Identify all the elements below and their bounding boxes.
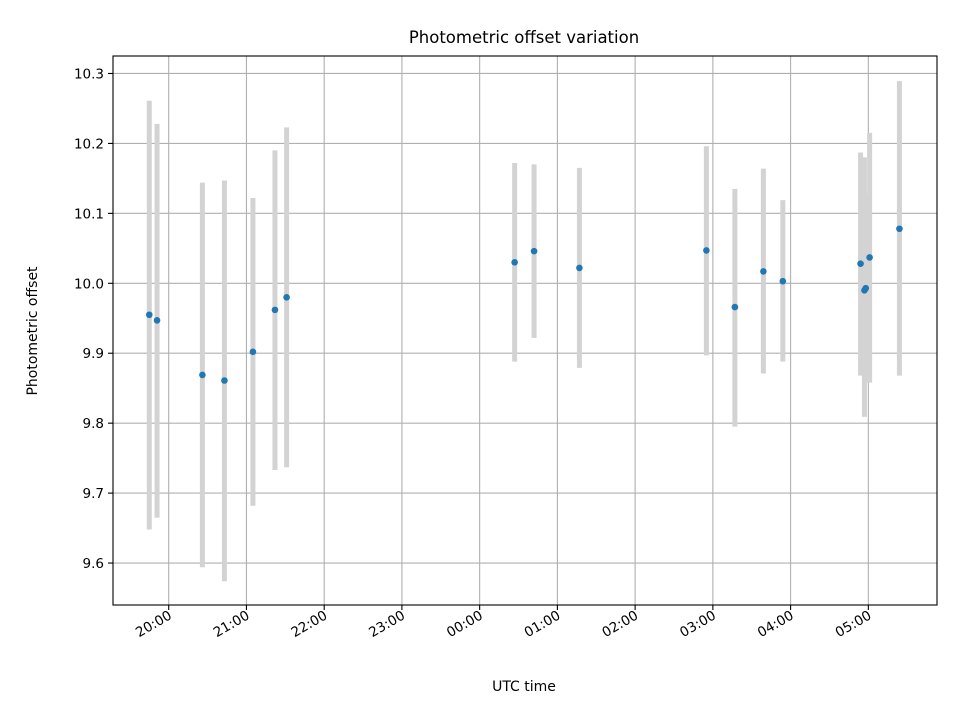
y-axis-ticks: 9.6 9.7 9.8 9.9 10.0 10.1 10.2 10.3 xyxy=(74,66,113,572)
data-point xyxy=(271,306,279,314)
data-point xyxy=(530,247,538,255)
data-point xyxy=(896,225,903,233)
data-point xyxy=(779,277,787,285)
data-point xyxy=(866,254,873,261)
data-point xyxy=(857,260,864,268)
data-point xyxy=(576,264,583,272)
data-point xyxy=(862,284,870,292)
y-tick-label: 9.8 xyxy=(83,416,104,432)
data-point xyxy=(283,293,290,301)
y-tick-label: 10.3 xyxy=(74,66,104,82)
data-point xyxy=(153,317,161,324)
y-tick-label: 9.9 xyxy=(83,346,104,362)
data-point xyxy=(145,311,153,319)
y-tick-label: 9.6 xyxy=(83,556,104,572)
y-tick-label: 10.2 xyxy=(74,136,104,152)
data-point xyxy=(760,268,767,275)
plot-frame xyxy=(112,55,938,606)
data-point xyxy=(221,377,228,384)
y-tick-label: 10.1 xyxy=(74,206,104,222)
y-tick-label: 10.0 xyxy=(74,276,104,292)
data-point xyxy=(731,303,739,311)
data-point xyxy=(703,247,710,254)
x-axis-label: UTC time xyxy=(492,679,556,695)
chart-title: Photometric offset variation xyxy=(409,28,639,47)
y-axis-label: Photometric offset xyxy=(25,266,41,396)
data-point xyxy=(249,348,257,356)
data-points xyxy=(145,225,903,384)
data-point xyxy=(511,259,518,266)
data-point xyxy=(199,371,206,379)
y-tick-label: 9.7 xyxy=(83,486,104,502)
